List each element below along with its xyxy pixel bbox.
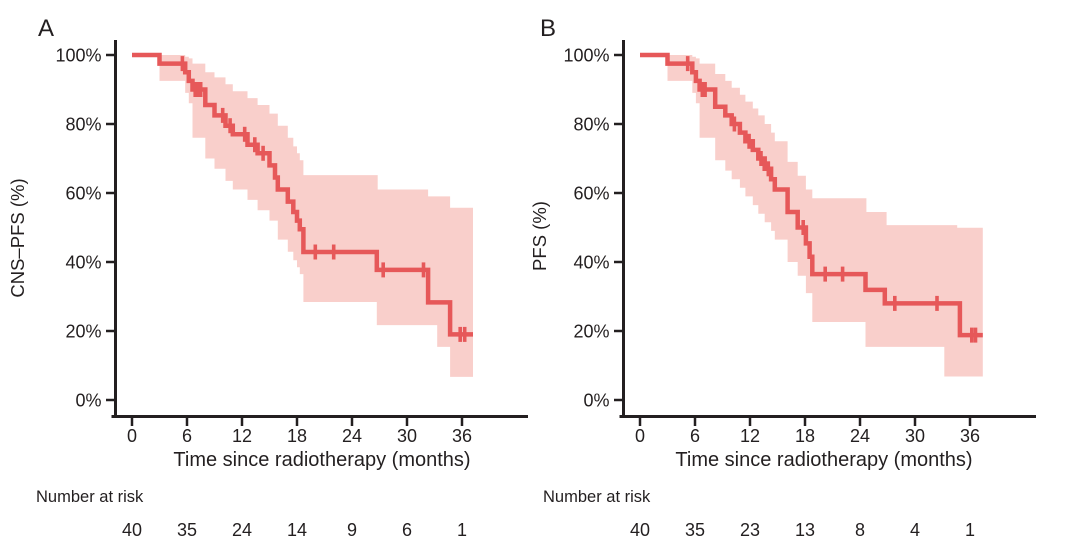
censor-mark xyxy=(220,107,225,123)
x-tick-label: 36 xyxy=(960,426,980,446)
censor-mark xyxy=(253,137,257,153)
censor-mark xyxy=(700,82,705,97)
number-at-risk-value: 40 xyxy=(630,520,650,540)
y-axis-title: CNS–PFS (%) xyxy=(7,178,28,297)
number-at-risk-value: 24 xyxy=(232,520,252,540)
x-tick-label: 12 xyxy=(740,426,760,446)
panel-a: 100% 80% 60% 40% 20% 0% 0 40 6 35 12 24 18 14 24 9 30 6 36… xyxy=(7,15,528,540)
x-tick-label: 24 xyxy=(342,426,362,446)
number-at-risk-value: 40 xyxy=(122,520,142,540)
y-tick-label: 80% xyxy=(573,115,609,135)
number-at-risk-label: Number at risk xyxy=(36,488,144,506)
censor-mark xyxy=(261,145,265,161)
censor-mark xyxy=(458,326,462,342)
number-at-risk-value: 23 xyxy=(740,520,760,540)
censor-mark xyxy=(766,161,771,177)
number-at-risk-value: 1 xyxy=(457,520,467,540)
number-at-risk-value: 6 xyxy=(402,520,412,540)
x-tick-label: 24 xyxy=(850,426,870,446)
censor-mark xyxy=(685,56,690,72)
censor-mark xyxy=(970,327,974,343)
x-tick-label: 0 xyxy=(635,426,645,446)
y-axis-title: PFS (%) xyxy=(529,201,550,271)
panel-label: B xyxy=(540,15,556,42)
censor-mark xyxy=(935,295,939,311)
censor-mark xyxy=(703,82,707,97)
y-tick-label: 60% xyxy=(65,184,101,204)
x-tick-label: 18 xyxy=(795,426,815,446)
number-at-risk-value: 9 xyxy=(347,520,357,540)
censor-mark xyxy=(331,244,336,260)
censor-mark xyxy=(840,266,845,282)
censor-mark xyxy=(228,118,232,134)
censor-mark xyxy=(893,295,897,311)
panel-b: 100% 80% 60% 40% 20% 0% 0 40 6 35 12 23 18 13 24 8 30 4 36… xyxy=(529,15,1036,540)
x-axis-title: Time since radiotherapy (months) xyxy=(675,449,972,471)
y-tick-label: 0% xyxy=(75,391,101,411)
censor-mark xyxy=(313,244,318,260)
censor-mark xyxy=(198,82,203,97)
number-at-risk-value: 1 xyxy=(965,520,975,540)
number-at-risk-value: 14 xyxy=(287,520,307,540)
y-tick-label: 40% xyxy=(65,253,101,273)
x-tick-label: 30 xyxy=(905,426,925,446)
x-tick-label: 0 xyxy=(127,426,137,446)
censor-mark xyxy=(462,326,467,342)
censor-mark xyxy=(180,56,185,72)
x-tick-label: 6 xyxy=(690,426,700,446)
y-tick-label: 20% xyxy=(573,322,609,342)
censor-mark xyxy=(421,262,426,278)
y-tick-label: 40% xyxy=(573,253,609,273)
x-tick-label: 30 xyxy=(397,426,417,446)
y-tick-label: 100% xyxy=(55,46,101,66)
censor-mark xyxy=(759,151,763,166)
number-at-risk-value: 4 xyxy=(910,520,920,540)
number-at-risk-value: 35 xyxy=(177,520,197,540)
censor-mark xyxy=(732,116,737,132)
x-tick-label: 6 xyxy=(182,426,192,446)
censor-mark xyxy=(196,82,200,97)
km-curve xyxy=(132,52,473,337)
number-at-risk-value: 13 xyxy=(795,520,815,540)
censor-mark xyxy=(747,133,751,149)
number-at-risk-label: Number at risk xyxy=(543,488,651,506)
x-tick-label: 36 xyxy=(452,426,472,446)
y-tick-label: 80% xyxy=(65,115,101,135)
y-tick-label: 0% xyxy=(583,391,609,411)
censor-mark xyxy=(242,126,247,142)
number-at-risk-value: 35 xyxy=(685,520,705,540)
censor-mark xyxy=(973,327,978,343)
y-tick-label: 100% xyxy=(563,46,609,66)
censor-mark xyxy=(381,262,385,278)
x-axis-title: Time since radiotherapy (months) xyxy=(173,449,470,471)
censor-mark xyxy=(823,266,827,282)
censor-mark xyxy=(193,82,197,97)
x-tick-label: 18 xyxy=(287,426,307,446)
y-tick-label: 60% xyxy=(573,184,609,204)
number-at-risk-value: 8 xyxy=(855,520,865,540)
panel-label: A xyxy=(38,15,54,42)
y-tick-label: 20% xyxy=(65,322,101,342)
censor-mark xyxy=(801,220,805,235)
x-tick-label: 12 xyxy=(232,426,252,446)
